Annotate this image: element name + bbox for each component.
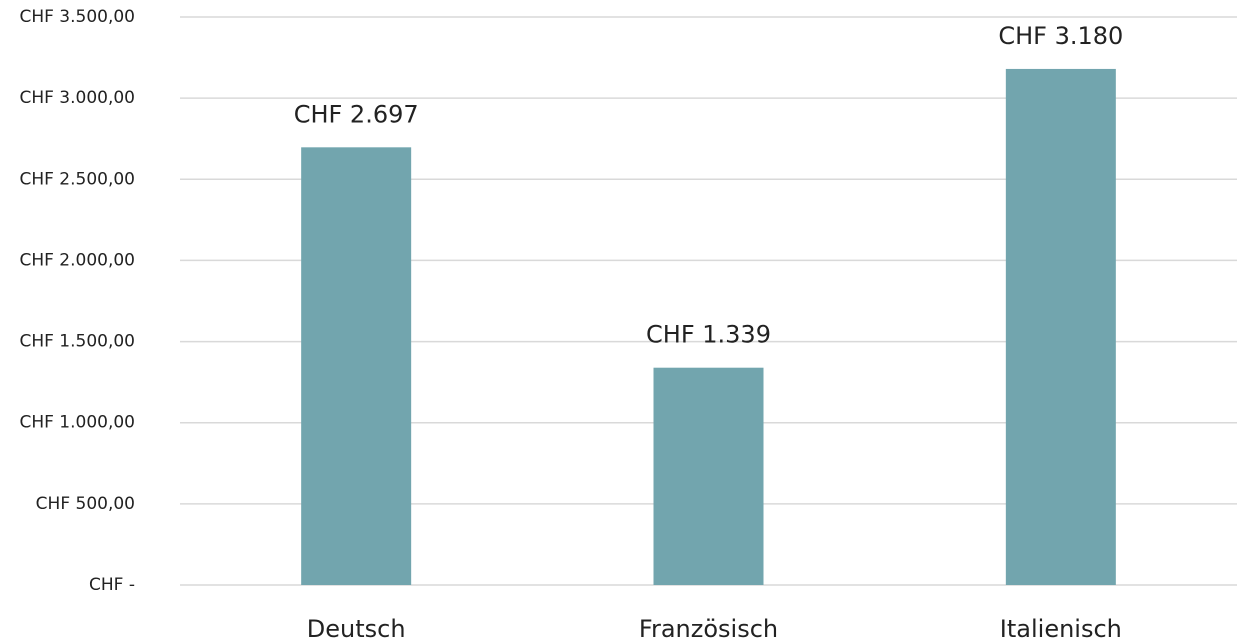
x-tick-label: Italienisch [1000,615,1122,642]
bar [653,367,764,585]
y-tick-label: CHF 500,00 [36,494,135,514]
y-tick-label: CHF 2.000,00 [19,250,135,270]
x-tick-label: Deutsch [307,615,406,642]
y-tick-label: CHF 3.500,00 [19,7,135,27]
x-tick-label: Französisch [639,615,778,642]
bar [1005,68,1116,586]
y-tick-label: CHF 1.000,00 [19,413,135,433]
value-label: CHF 2.697 [294,100,419,128]
y-tick-label: CHF 1.500,00 [19,332,135,352]
y-tick-label: CHF - [89,575,135,595]
y-tick-label: CHF 3.000,00 [19,88,135,108]
value-label: CHF 3.180 [998,22,1123,50]
value-label: CHF 1.339 [646,321,771,349]
bar [301,147,412,585]
y-tick-label: CHF 2.500,00 [19,169,135,189]
